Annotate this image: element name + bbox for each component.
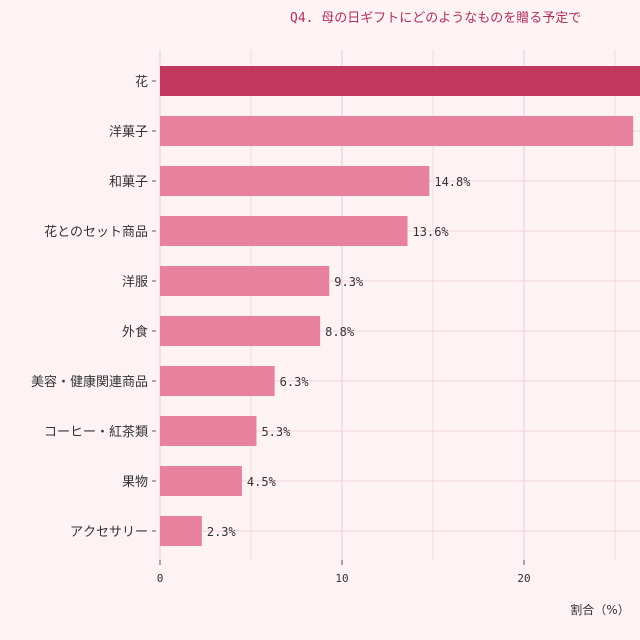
bar [160,416,257,446]
value-label: 5.3% [261,425,291,439]
category-label: 美容・健康関連商品 [31,374,148,390]
bar [160,466,242,496]
bar [160,316,321,346]
category-label: 和菓子 [109,175,148,190]
bars [160,66,640,546]
category-label: 花とのセット商品 [44,224,148,240]
bar [160,266,330,296]
value-label: 8.8% [325,325,355,339]
category-label: コーヒー・紅茶類 [44,424,148,440]
bar [160,166,430,196]
value-label: 2.3% [207,525,237,539]
x-axis-title: 割合（%） [570,602,629,617]
value-label: 14.8% [434,175,471,189]
bar [160,516,202,546]
bar [160,366,275,396]
bar [160,66,640,96]
value-label: 4.5% [247,475,277,489]
category-label: 洋服 [122,275,148,290]
value-label: 13.6% [413,225,450,239]
category-label: アクセサリー [70,525,148,540]
category-label: 洋菓子 [109,125,148,140]
x-tick-label: 10 [335,572,348,585]
value-label: 9.3% [334,275,364,289]
category-label: 外食 [122,324,148,340]
bar [160,216,408,246]
x-tick-label: 0 [157,572,164,585]
category-label: 花 [135,74,148,90]
chart-title: Q4. 母の日ギフトにどのようなものを贈る予定で [290,10,581,26]
category-label: 果物 [122,475,148,490]
value-label: 6.3% [280,375,310,389]
bar [160,116,634,146]
x-tick-label: 20 [517,572,530,585]
